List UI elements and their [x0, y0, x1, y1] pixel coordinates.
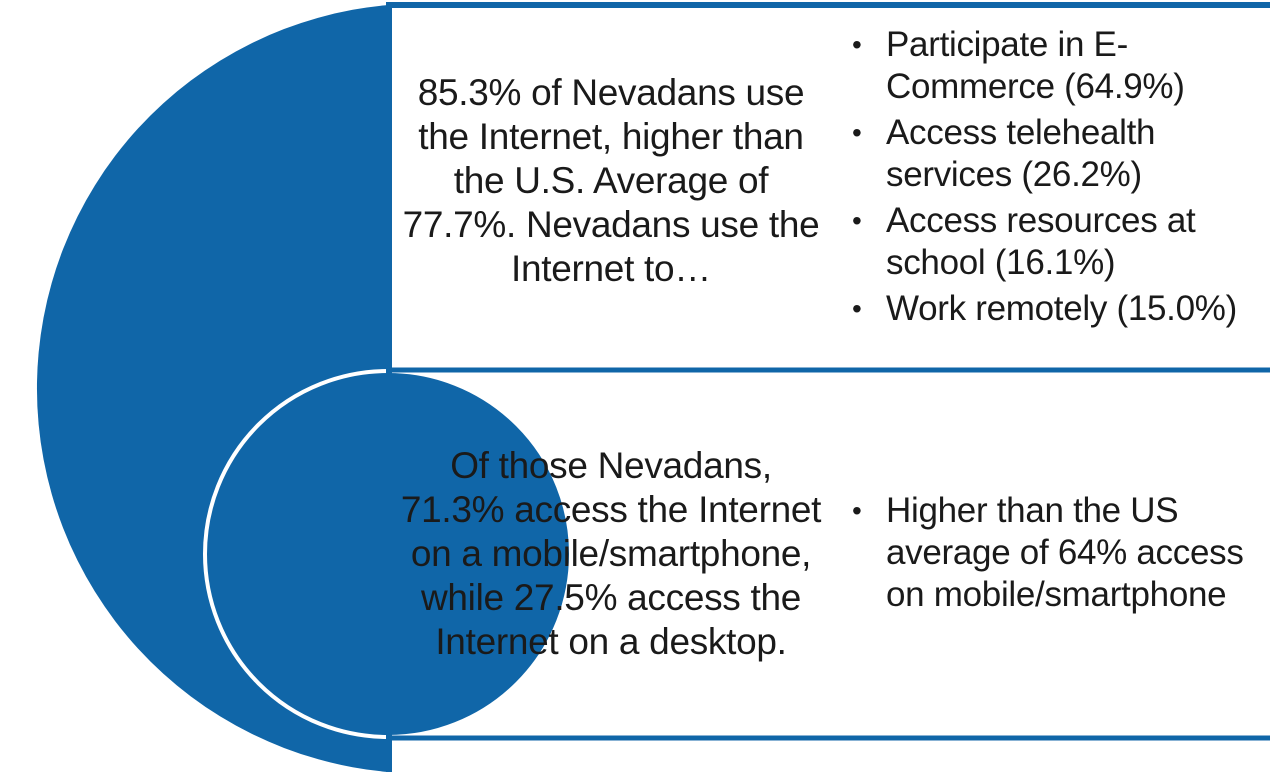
- bottom-row-text: Of those Nevadans, 71.3% access the Inte…: [398, 386, 824, 722]
- list-item: Participate in E-Commerce (64.9%): [852, 24, 1262, 108]
- top-row-bullet-list: Participate in E-Commerce (64.9%) Access…: [852, 24, 1262, 334]
- bottom-row-bullet-list: Higher than the US average of 64% access…: [852, 490, 1262, 616]
- list-item: Access resources at school (16.1%): [852, 200, 1262, 284]
- list-item: Access telehealth services (26.2%): [852, 112, 1262, 196]
- top-row-text: 85.3% of Nevadans use the Internet, high…: [398, 46, 824, 316]
- bottom-row-main-text: Of those Nevadans, 71.3% access the Inte…: [400, 445, 822, 662]
- list-item: Work remotely (15.0%): [852, 288, 1262, 330]
- top-row-main-text: 85.3% of Nevadans use the Internet, high…: [402, 72, 820, 289]
- list-item: Higher than the US average of 64% access…: [852, 490, 1262, 616]
